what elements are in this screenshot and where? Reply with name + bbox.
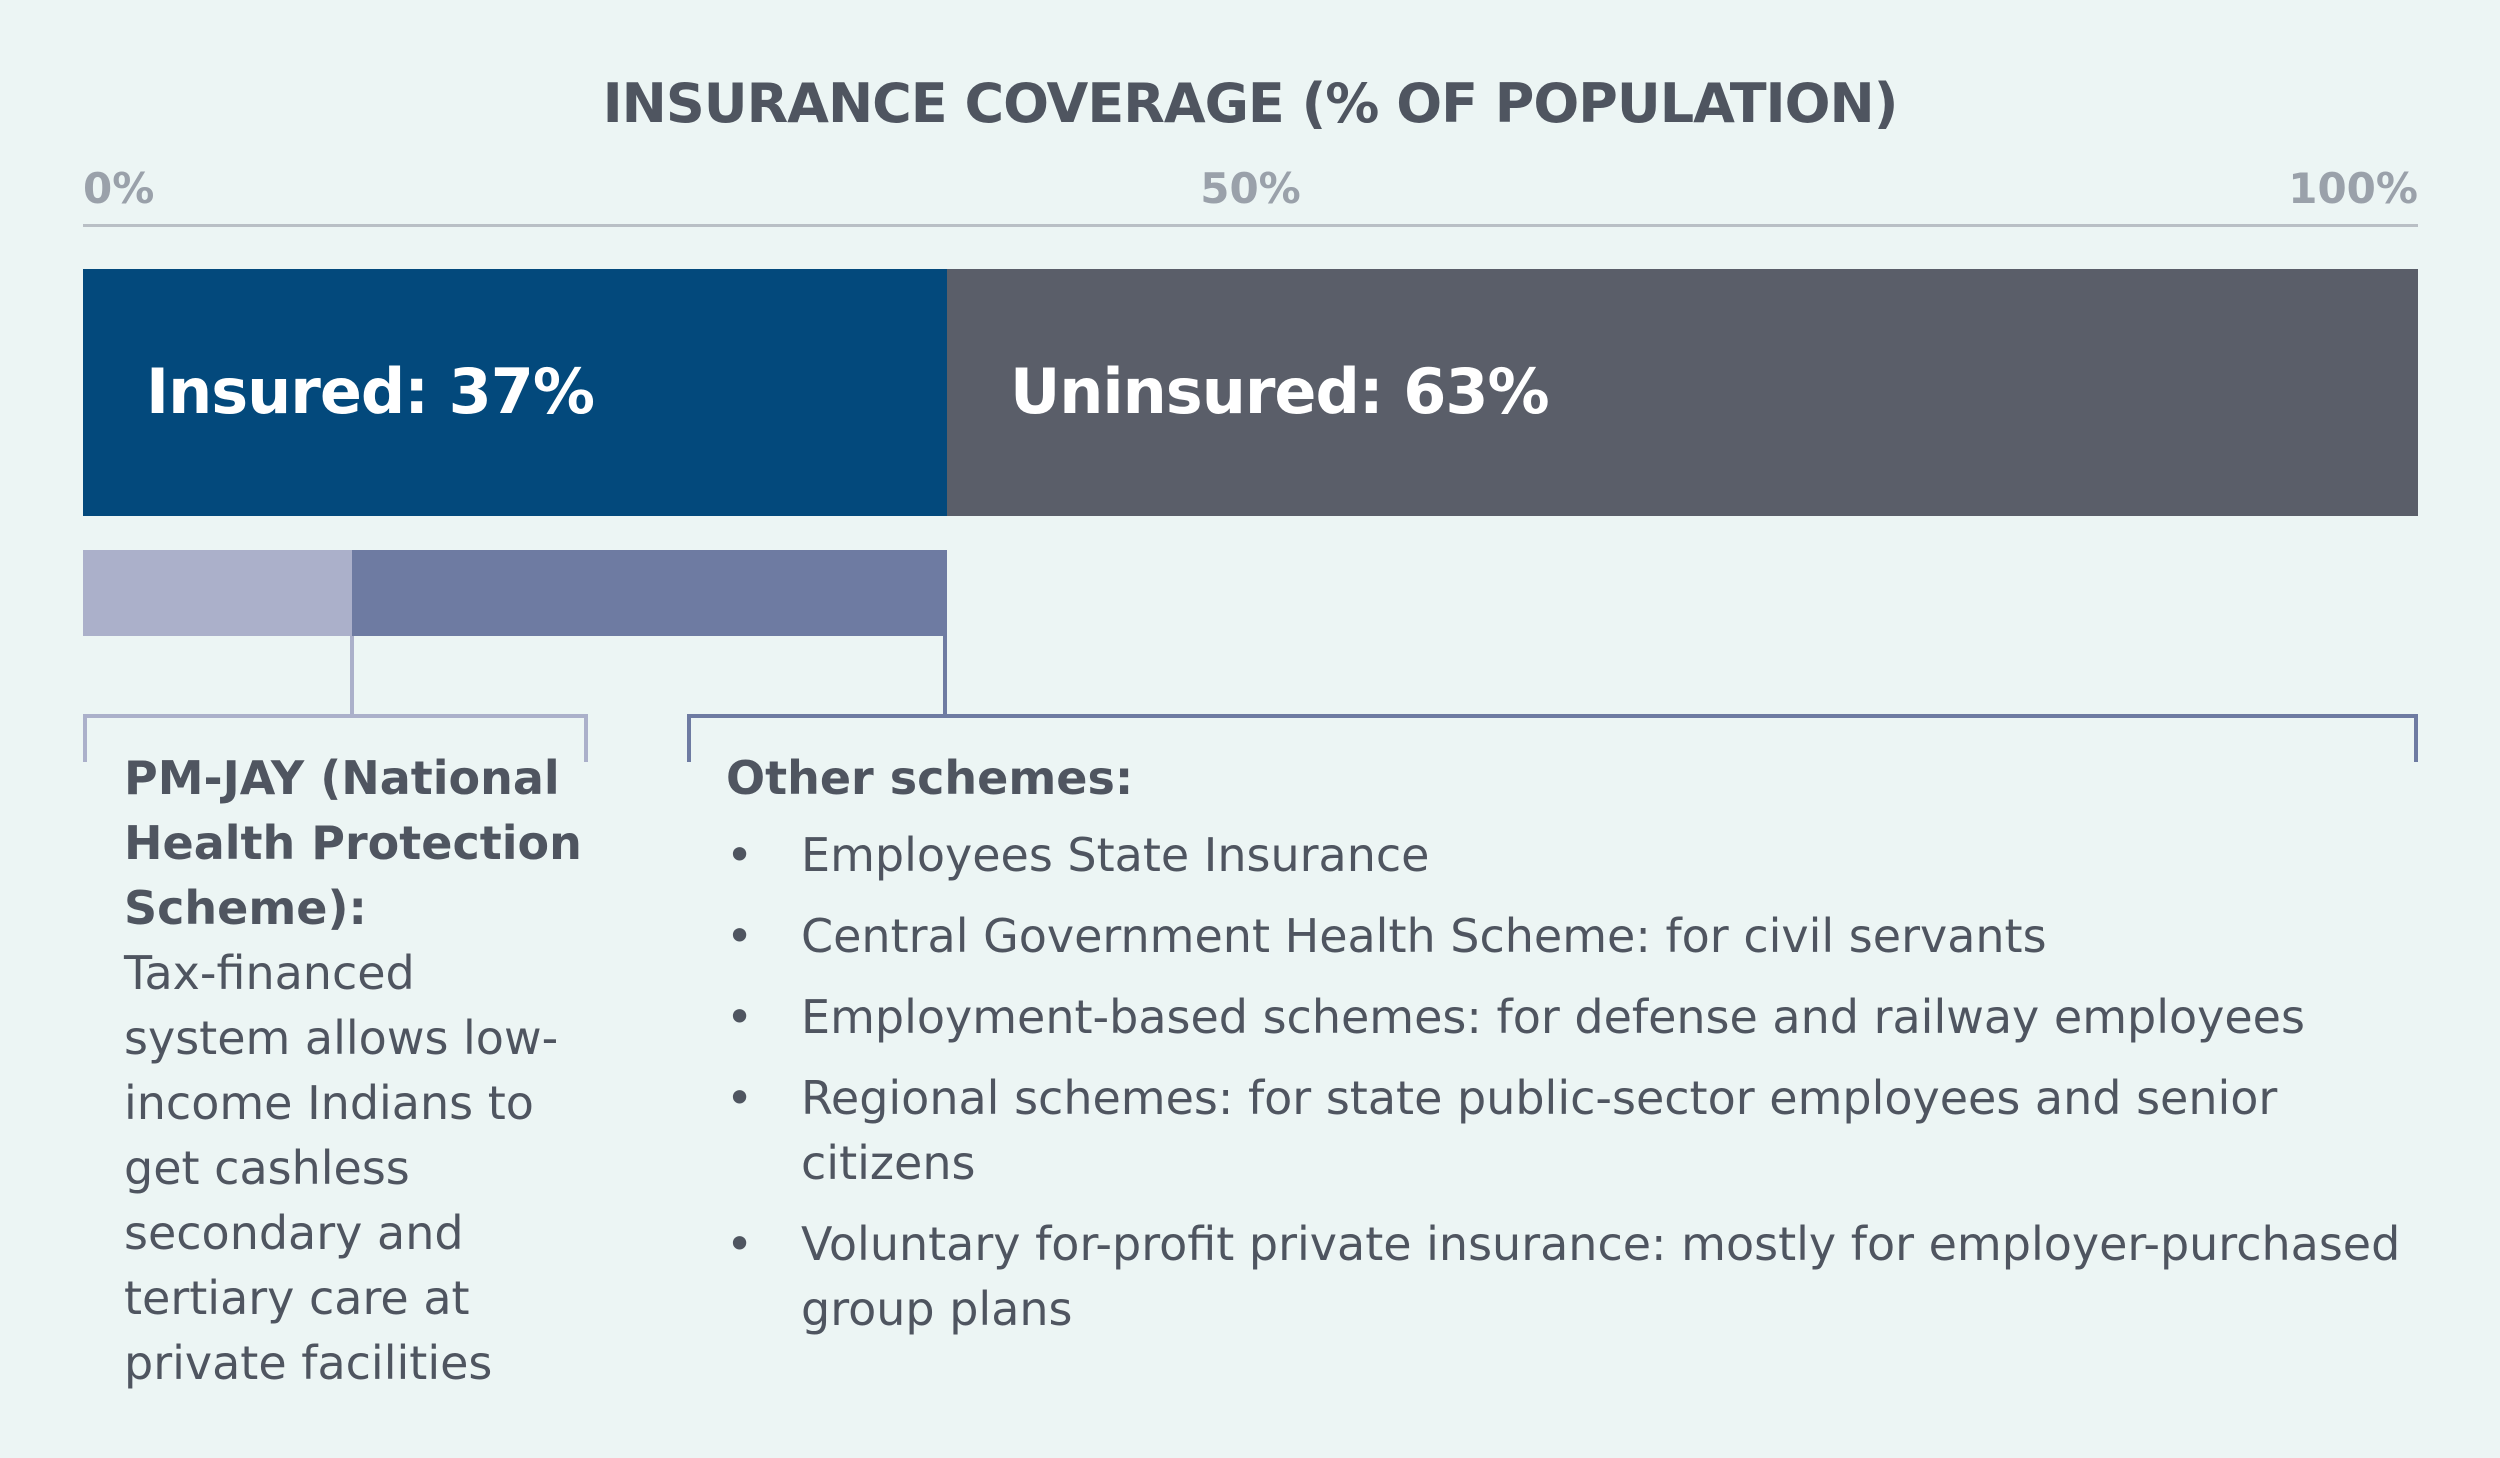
tick-label-0: 0% [83, 164, 155, 213]
pmjay-annotation: PM-JAY (National Health Protection Schem… [124, 746, 594, 1396]
bar-label-insured: Insured: 37% [146, 355, 595, 428]
pmjay-bracket-right [584, 714, 588, 762]
bullet-icon: • [726, 828, 754, 882]
bullet-icon: • [726, 1071, 754, 1125]
list-item-text: Employment-based schemes: for defense an… [801, 990, 2305, 1044]
bar-pmjay [83, 550, 352, 636]
list-item: • Voluntary for-profit private insurance:… [726, 1212, 2426, 1342]
other-bracket-right [2414, 714, 2418, 762]
pmjay-description: Tax-financed system allows low-income In… [124, 946, 559, 1390]
list-item: • Central Government Health Scheme: for c… [726, 904, 2426, 969]
axis-line [83, 224, 2418, 227]
list-item-text: Regional schemes: for state public-secto… [801, 1071, 2278, 1190]
list-item-text: Voluntary for-profit private insurance: … [801, 1217, 2401, 1336]
tick-label-100: 100% [2288, 164, 2418, 213]
pmjay-connector [349, 636, 354, 716]
other-bracket-top [687, 714, 2418, 718]
bar-uninsured [946, 269, 2418, 516]
list-item: • Regional schemes: for state public-sect… [726, 1066, 2426, 1196]
bar-other-schemes [351, 550, 947, 636]
pmjay-heading: PM-JAY (National Health Protection Schem… [124, 751, 582, 935]
bullet-icon: • [726, 1217, 754, 1271]
list-item: • Employees State Insurance [726, 823, 2426, 888]
bullet-icon: • [726, 909, 754, 963]
other-connector [942, 636, 947, 716]
other-schemes-list: • Employees State Insurance • Central Gove… [726, 823, 2426, 1342]
pmjay-bracket-left [83, 714, 87, 762]
bar-insured [83, 269, 947, 516]
tick-label-50: 50% [1200, 164, 1301, 213]
chart-title: INSURANCE COVERAGE (% OF POPULATION) [602, 72, 1899, 135]
pmjay-bracket-top [83, 714, 588, 718]
other-schemes-annotation: Other schemes: • Employees State Insuranc… [726, 746, 2426, 1358]
other-schemes-heading: Other schemes: [726, 751, 1134, 805]
other-bracket-left [687, 714, 691, 762]
bullet-icon: • [726, 990, 754, 1044]
bar-label-uninsured: Uninsured: 63% [1009, 355, 1550, 428]
list-item-text: Employees State Insurance [801, 828, 1430, 882]
list-item-text: Central Government Health Scheme: for ci… [801, 909, 2047, 963]
list-item: • Employment-based schemes: for defense a… [726, 985, 2426, 1050]
